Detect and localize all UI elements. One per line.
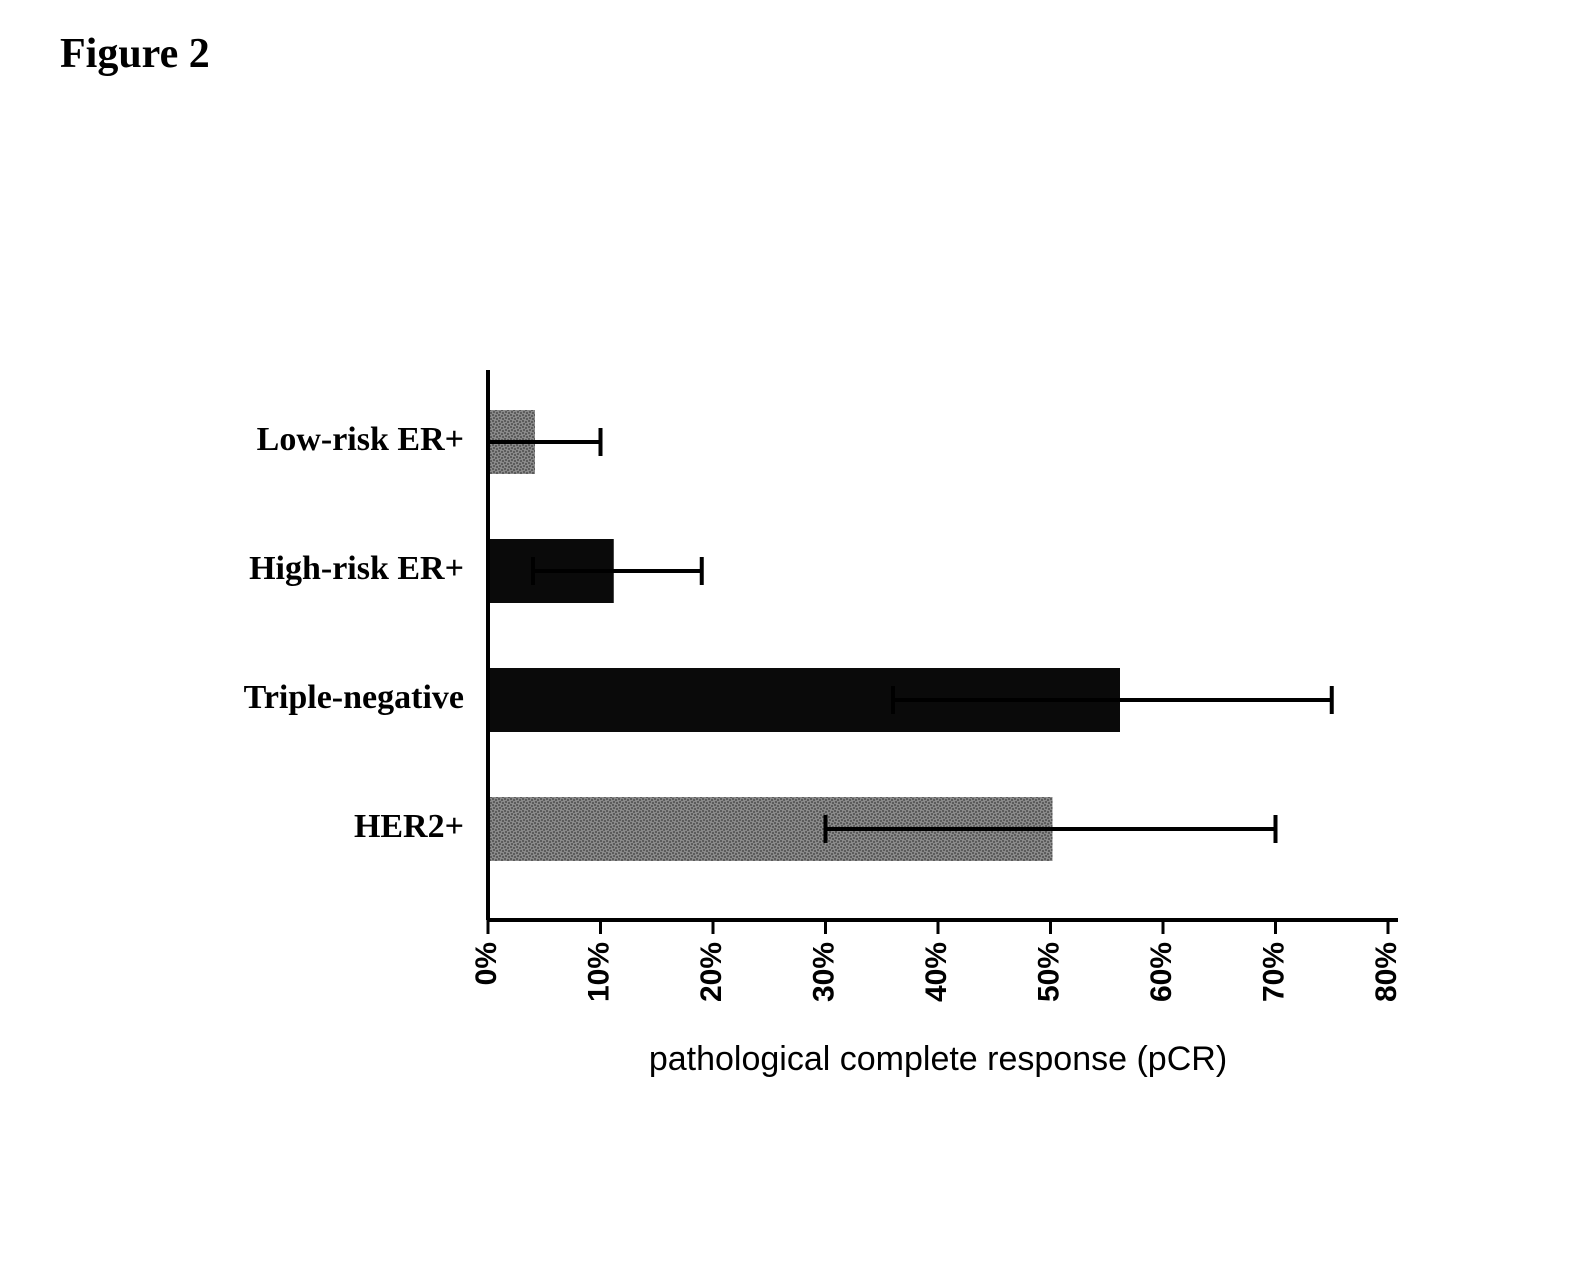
category-label: Low-risk ER+ bbox=[257, 421, 464, 458]
x-tick-label: 80% bbox=[1370, 942, 1403, 1002]
pcr-bar-chart: 0% 10% 20% 30% 40% 50% 60% 70% 80% Low-risk ER+ Hi… bbox=[0, 0, 1579, 1283]
x-tick-label: 20% bbox=[695, 942, 728, 1002]
category-label: HER2+ bbox=[354, 808, 464, 845]
x-tick-label: 60% bbox=[1145, 942, 1178, 1002]
chart-svg: 0% 10% 20% 30% 40% 50% 60% 70% 80% Low-risk ER+ Hi… bbox=[0, 0, 1579, 1283]
x-tick-label: 10% bbox=[582, 942, 615, 1002]
x-tick-label: 70% bbox=[1257, 942, 1290, 1002]
x-axis-title: pathological complete response (pCR) bbox=[649, 1040, 1227, 1078]
x-tick-label: 0% bbox=[470, 942, 503, 985]
x-tick-label: 50% bbox=[1032, 942, 1065, 1002]
x-tick-label: 40% bbox=[920, 942, 953, 1002]
page: Figure 2 0%10%20%30%40%50%60%70%80%Low-r… bbox=[0, 0, 1579, 1283]
x-tick-label: 30% bbox=[807, 942, 840, 1002]
category-label: High-risk ER+ bbox=[249, 550, 464, 587]
category-label: Triple-negative bbox=[244, 679, 464, 716]
